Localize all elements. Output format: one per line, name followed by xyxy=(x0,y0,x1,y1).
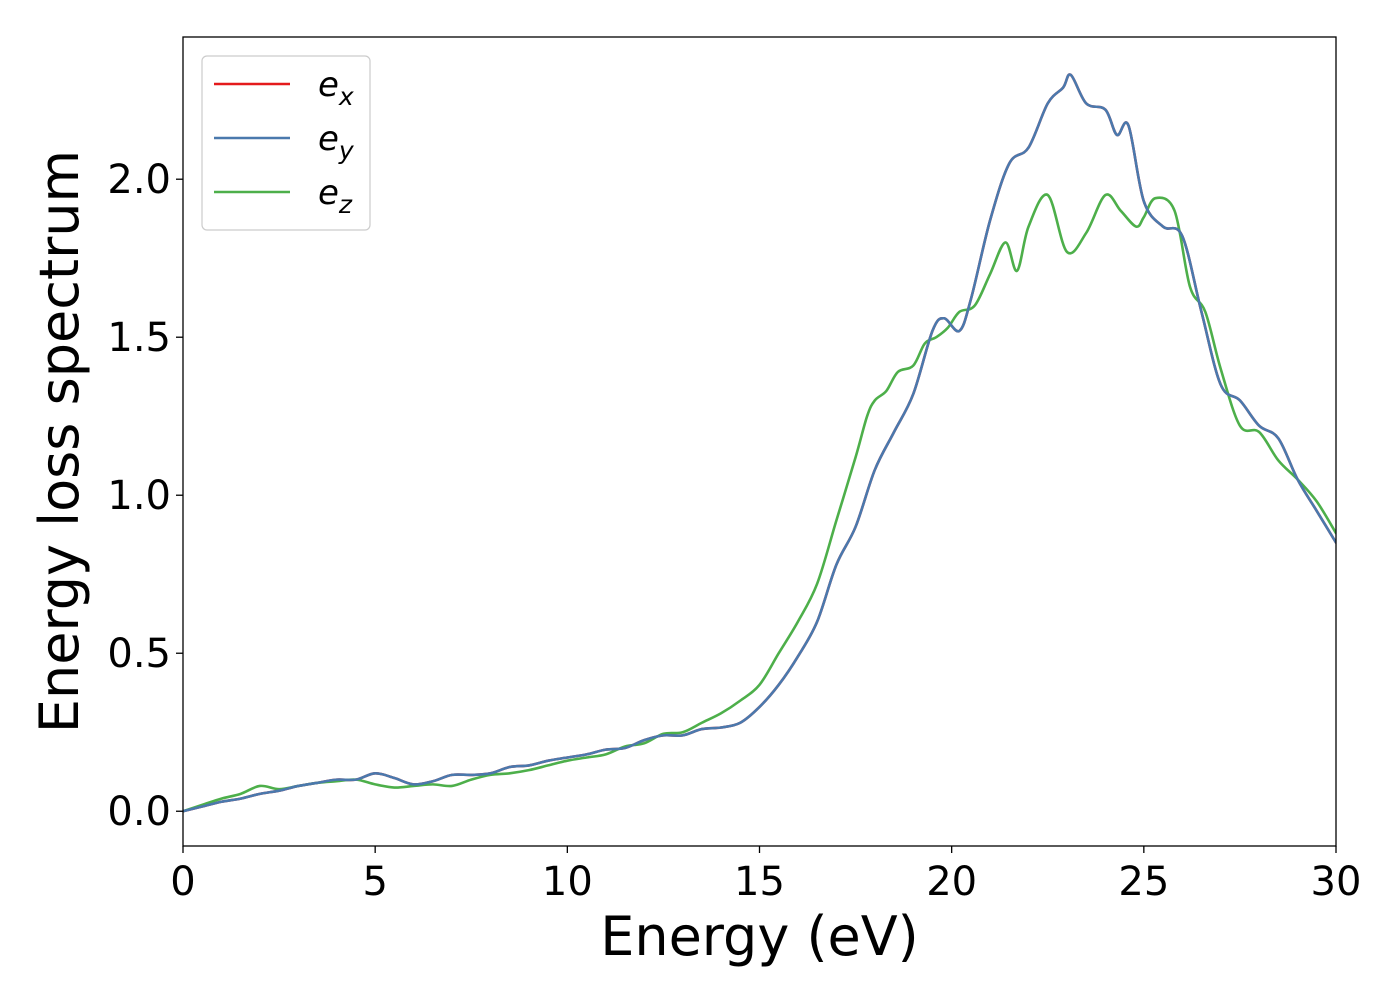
y-tick-label: 0.0 xyxy=(107,789,171,835)
legend-label-sub: x xyxy=(338,82,354,111)
ticks-layer: 0 5 10 15 20 25 30 0.0 0.5 1.0 1.5 2.0 xyxy=(107,157,1361,905)
x-tick-label: 10 xyxy=(542,859,593,905)
y-tick-label: 1.0 xyxy=(107,473,171,519)
y-tick-label: 1.5 xyxy=(107,315,171,361)
x-tick-label: 0 xyxy=(170,859,195,905)
x-tick-label: 25 xyxy=(1118,859,1169,905)
y-tick-label: 2.0 xyxy=(107,157,171,203)
x-tick-label: 20 xyxy=(926,859,977,905)
legend-label-x: ex xyxy=(318,65,354,111)
legend-box xyxy=(201,55,371,231)
series-line-y xyxy=(183,73,1336,813)
x-axis-title: Energy (eV) xyxy=(600,905,919,968)
x-tick-label: 15 xyxy=(734,859,785,905)
legend-label-sub: z xyxy=(338,190,353,219)
series-line-z xyxy=(183,193,1336,813)
y-axis-title: Energy loss spectrum xyxy=(28,150,91,733)
series-layer xyxy=(183,73,1336,813)
legend-label-main: e xyxy=(318,119,339,159)
legend-label-y: ey xyxy=(318,119,355,165)
legend-label-sub: y xyxy=(338,136,355,165)
x-tick-label: 30 xyxy=(1311,859,1362,905)
legend-label-z: ez xyxy=(318,173,353,219)
x-tick-label: 5 xyxy=(362,859,387,905)
legend-label-main: e xyxy=(318,65,339,105)
legend-label-main: e xyxy=(318,173,339,213)
y-tick-label: 0.5 xyxy=(107,631,171,677)
